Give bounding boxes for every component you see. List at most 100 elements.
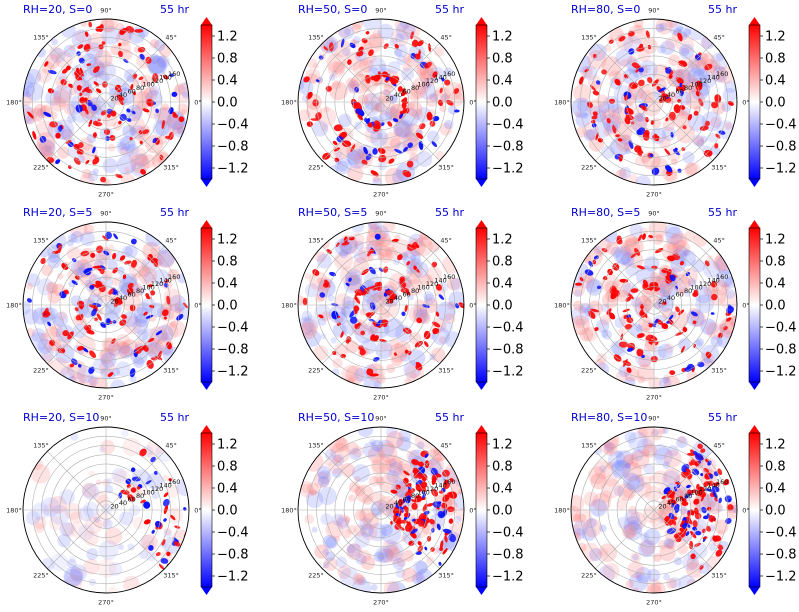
colorbar-tick-label: −0.8 (765, 548, 797, 563)
panel-title: RH=20, S=0 (23, 3, 92, 16)
radial-tick-label: 80 (684, 84, 692, 92)
colorbar-tick-label: 1.2 (765, 233, 786, 248)
angular-tick-label: 0° (742, 99, 749, 107)
colorbar-tick-label: 0.8 (765, 52, 786, 67)
colorbar-tick-label: 0.4 (492, 482, 513, 497)
colorbar-body (749, 228, 760, 382)
polar-panel: 90°45°0°315°270°225°180°135°20 40 60 801001… (281, 3, 523, 199)
angular-gridline (322, 101, 382, 161)
angular-tick-label: 270° (98, 191, 114, 199)
colorbar-tick-label: −1.2 (492, 365, 524, 380)
radial-tick-label: 140 (434, 73, 446, 81)
radial-tick-label: 160 (168, 70, 180, 78)
colorbar-tick-label: −0.4 (217, 526, 249, 541)
angular-tick-label: 180° (554, 302, 570, 310)
radial-tick-label: 60 (402, 495, 410, 503)
colorbar-tick-label: −1.2 (765, 365, 797, 380)
radial-tick-label: 40 (119, 499, 127, 507)
radial-tick-label: 100 (417, 488, 429, 496)
angular-tick-label: 180° (281, 99, 297, 107)
colorbar-tick-label: 0.8 (492, 255, 513, 270)
angular-tick-label: 135° (581, 33, 597, 41)
panel-time-label: 55 hr (435, 206, 464, 219)
angular-tick-label: 45° (713, 441, 725, 449)
colorbar-tick-label: 0.0 (492, 504, 513, 519)
radial-tick-label: 160 (716, 478, 728, 486)
radial-tick-label: 40 (394, 294, 402, 302)
angular-tick-label: 180° (281, 507, 297, 515)
angular-tick-label: 270° (646, 599, 662, 607)
angular-tick-label: 315° (711, 572, 727, 580)
panel-title: RH=20, S=5 (23, 206, 92, 219)
colorbar: 1.2 0.8 0.4 0.0 −0.4 −0.8 −1.2 (475, 220, 524, 390)
angular-gridline (322, 304, 382, 364)
radial-tick-label: 100 (690, 80, 702, 88)
angular-tick-label: 45° (713, 33, 725, 41)
colorbar-tick-label: −1.2 (765, 570, 797, 585)
radial-tick-label: 160 (168, 478, 180, 486)
colorbar-tick-label: −0.8 (492, 343, 524, 358)
angular-gridline (653, 246, 713, 306)
colorbar-body (476, 25, 487, 179)
anomaly-field (300, 427, 464, 593)
polar-panel: 90°45°0°315°270°225°180°135°20 40 60 801001… (281, 206, 523, 402)
colorbar: 1.2 0.8 0.4 0.0 −0.4 −0.8 −1.2 (475, 17, 524, 187)
angular-tick-label: 90° (100, 7, 112, 15)
colorbar-tick-label: −0.8 (217, 140, 249, 155)
colorbar-tick-label: 1.2 (765, 438, 786, 453)
colorbar-body (476, 228, 487, 382)
radial-tick-label: 60 (675, 290, 683, 298)
radial-tick-label: 140 (159, 276, 171, 284)
angular-tick-label: 90° (648, 7, 660, 15)
colorbar-tick-label: −0.4 (765, 321, 797, 336)
radial-tick-label: 160 (716, 70, 728, 78)
colorbar-tick-label: −1.2 (217, 365, 249, 380)
angular-gridline (105, 451, 165, 511)
angular-gridline (47, 43, 107, 103)
polar-panel: 90°45°0°315°270°225°180°135°20 40 60 801001… (6, 206, 248, 402)
colorbar-extend-min (749, 587, 760, 595)
angular-gridline (595, 304, 655, 364)
colorbar-tick-label: 0.4 (492, 74, 513, 89)
angular-tick-label: 90° (100, 210, 112, 218)
radial-tick-label: 120 (699, 485, 711, 493)
colorbar-extend-max (201, 17, 212, 25)
colorbar-extend-max (476, 220, 487, 228)
colorbar-extend-min (476, 179, 487, 187)
colorbar-extend-max (749, 17, 760, 25)
colorbar-tick-label: 0.4 (217, 277, 238, 292)
radial-tick-label: 20 (110, 298, 118, 306)
radial-tick-label: 140 (434, 276, 446, 284)
radial-tick-label: 20 (658, 503, 666, 511)
radial-tick-label: 120 (426, 485, 438, 493)
radial-tick-label: 80 (684, 287, 692, 295)
radial-tick-label: 140 (434, 481, 446, 489)
polar-panel: 90°45°0°315°270°225°180°135°20 40 60 801001… (281, 411, 523, 607)
colorbar-extend-min (476, 587, 487, 595)
colorbar-body (201, 228, 212, 382)
angular-gridline (380, 509, 440, 569)
angular-tick-label: 225° (308, 572, 324, 580)
colorbar-tick-label: 1.2 (492, 438, 513, 453)
angular-tick-label: 135° (33, 33, 49, 41)
colorbar-tick-label: 0.0 (765, 299, 786, 314)
radial-tick-label: 120 (426, 280, 438, 288)
polar-panel: 90°45°0°315°270°225°180°135°20 40 60 801001… (554, 3, 796, 199)
radial-tick-label: 60 (675, 495, 683, 503)
angular-tick-label: 270° (373, 599, 389, 607)
angular-tick-label: 225° (308, 367, 324, 375)
anomaly-field (23, 19, 189, 185)
angular-gridline (105, 246, 165, 306)
radial-tick-label: 100 (417, 283, 429, 291)
radial-tick-label: 20 (110, 503, 118, 511)
angular-tick-label: 45° (440, 236, 452, 244)
radial-tick-label: 120 (151, 77, 163, 85)
colorbar-tick-label: −1.2 (217, 570, 249, 585)
angular-gridline (322, 509, 382, 569)
polar-spine (22, 426, 190, 594)
radial-tick-label: 100 (142, 80, 154, 88)
polar-spine (570, 426, 738, 594)
panel-title: RH=80, S=10 (571, 411, 647, 424)
colorbar: 1.2 0.8 0.4 0.0 −0.4 −0.8 −1.2 (200, 220, 249, 390)
colorbar-tick-label: −0.8 (765, 343, 797, 358)
